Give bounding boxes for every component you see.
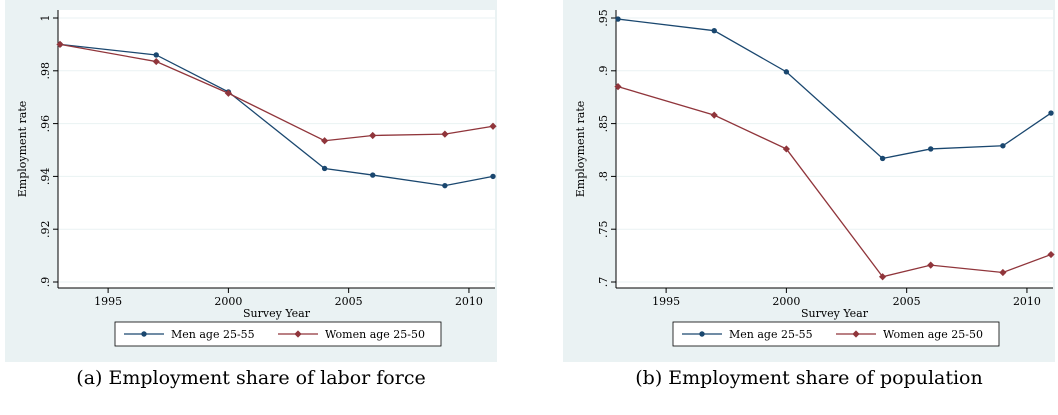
y-tick-label: .95 (597, 9, 610, 27)
x-tick-label: 2005 (893, 295, 921, 308)
x-tick-label: 2005 (335, 295, 363, 308)
line-chart-labor-force: .9 .92 .94 .96 .98 1 1995 2000 2005 2010 Survey Ye… (5, 0, 497, 362)
y-tick-label: .7 (597, 277, 610, 288)
plot-area (58, 10, 495, 288)
y-tick-label: .75 (597, 220, 610, 238)
data-point-circle (1000, 143, 1006, 149)
legend-label: Men age 25-55 (171, 328, 255, 341)
y-tick-label: .9 (39, 277, 52, 288)
x-axis-title: Survey Year (243, 307, 311, 320)
data-point-circle (879, 155, 886, 162)
data-point-circle (1048, 110, 1054, 116)
data-point-circle (928, 146, 934, 152)
data-point-circle (615, 16, 621, 22)
x-tick-label: 2000 (772, 295, 800, 308)
data-point-diamond (56, 40, 64, 48)
legend-label: Men age 25-55 (729, 328, 813, 341)
legend-label: Women age 25-50 (325, 328, 425, 341)
x-tick-label: 1995 (652, 295, 680, 308)
data-point-diamond (369, 131, 377, 140)
y-tick-label: .98 (39, 62, 52, 80)
figure-panel-b: .7 .75 .8 .85 .9 .95 1995 2000 2005 2010 Survey Ye… (563, 0, 1055, 408)
legend-marker-diamond (852, 330, 860, 338)
data-point-circle (321, 165, 328, 172)
data-point-diamond (321, 137, 329, 145)
data-point-diamond (224, 89, 232, 97)
data-point-circle (370, 172, 376, 178)
y-axis-title: Employment rate (16, 101, 29, 198)
y-tick-label: .96 (39, 115, 52, 133)
x-tick-label: 2010 (455, 295, 483, 308)
data-point-circle (783, 69, 790, 75)
x-axis-title: Survey Year (801, 307, 869, 320)
data-point-circle (442, 182, 448, 189)
legend-marker-circle (699, 331, 705, 337)
data-point-diamond (927, 261, 935, 269)
data-point-diamond (710, 111, 718, 119)
data-point-circle (711, 27, 717, 34)
data-point-diamond (489, 122, 497, 130)
x-tick-label: 2010 (1013, 295, 1041, 308)
data-point-circle (490, 173, 496, 180)
figure-panel-a: .9 .92 .94 .96 .98 1 1995 2000 2005 2010 Survey Ye… (5, 0, 497, 408)
y-tick-label: .85 (597, 115, 610, 133)
caption-b: (b) Employment share of population (635, 367, 983, 389)
data-point-diamond (614, 83, 622, 91)
y-tick-label: .94 (39, 168, 52, 186)
data-point-circle (153, 52, 159, 58)
line-chart-population: .7 .75 .8 .85 .9 .95 1995 2000 2005 2010 Survey Ye… (563, 0, 1055, 362)
legend-label: Women age 25-50 (883, 328, 983, 341)
y-tick-label: .92 (39, 220, 52, 238)
y-tick-label: .8 (597, 171, 610, 182)
plot-area (616, 10, 1053, 288)
x-tick-label: 2000 (214, 295, 242, 308)
y-tick-label: 1 (39, 15, 52, 22)
legend-marker-diamond (294, 330, 302, 338)
y-tick-label: .9 (597, 66, 610, 77)
x-tick-label: 1995 (94, 295, 122, 308)
data-point-diamond (999, 268, 1007, 277)
data-point-diamond (879, 273, 887, 281)
caption-a: (a) Employment share of labor force (76, 367, 426, 389)
data-point-diamond (152, 57, 160, 66)
y-axis-title: Employment rate (574, 101, 587, 198)
legend-marker-circle (141, 331, 147, 337)
data-point-diamond (441, 130, 449, 138)
